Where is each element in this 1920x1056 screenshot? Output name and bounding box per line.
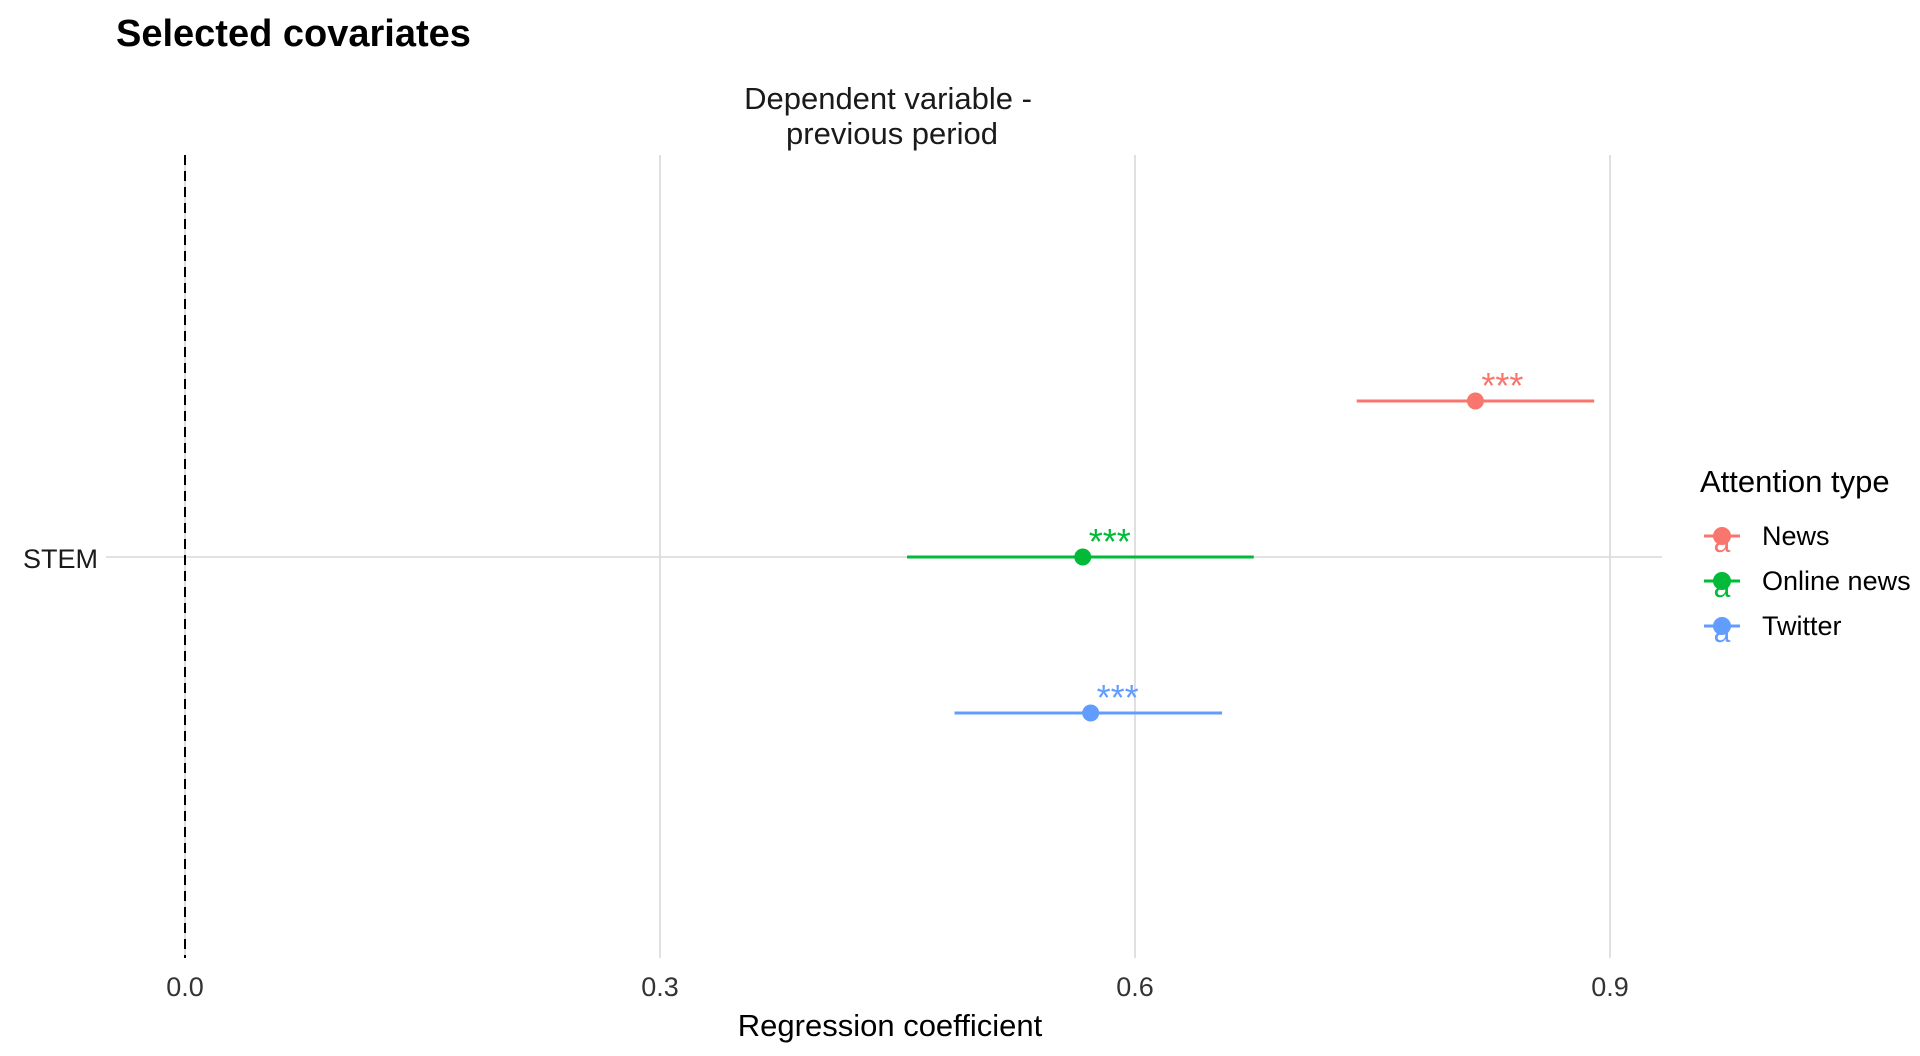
legend-title: Attention type bbox=[1700, 464, 1890, 499]
legend: Attention type a News a Online news a Twitter bbox=[1700, 464, 1911, 649]
series-online-news: *** bbox=[907, 521, 1254, 566]
legend-items: a News a Online news a Twitter bbox=[1704, 521, 1911, 649]
facet-title-line-1: Dependent variable - bbox=[744, 81, 1032, 116]
legend-key-glyph-online-news: a bbox=[1714, 571, 1731, 604]
x-tick-label-0: 0.0 bbox=[166, 972, 204, 1002]
point-estimate-online-news bbox=[1074, 548, 1092, 566]
significance-label-twitter: *** bbox=[1097, 677, 1139, 718]
x-tick-labels: 0.0 0.3 0.6 0.9 bbox=[166, 972, 1629, 1002]
significance-label-news: *** bbox=[1481, 365, 1523, 406]
point-estimate-news bbox=[1466, 392, 1484, 410]
chart-title: Selected covariates bbox=[116, 13, 471, 55]
gridlines bbox=[106, 155, 1662, 958]
legend-label-news: News bbox=[1762, 521, 1830, 551]
legend-key-glyph-news: a bbox=[1714, 526, 1731, 559]
legend-key-glyph-twitter: a bbox=[1714, 616, 1731, 649]
legend-key-point-news bbox=[1713, 527, 1731, 545]
legend-item-twitter: a Twitter bbox=[1704, 611, 1842, 649]
legend-label-twitter: Twitter bbox=[1762, 611, 1842, 641]
legend-key-point-online-news bbox=[1713, 572, 1731, 590]
y-tick-label-stem: STEM bbox=[23, 544, 98, 574]
x-tick-label-3: 0.9 bbox=[1591, 972, 1629, 1002]
legend-label-online-news: Online news bbox=[1762, 566, 1911, 596]
legend-key-point-twitter bbox=[1713, 617, 1731, 635]
series-news: *** bbox=[1356, 365, 1595, 410]
legend-item-news: a News bbox=[1704, 521, 1830, 559]
x-tick-label-2: 0.6 bbox=[1116, 972, 1154, 1002]
x-tick-label-1: 0.3 bbox=[641, 972, 679, 1002]
facet-title-line-2: previous period bbox=[786, 116, 998, 151]
y-tick-labels: STEM bbox=[23, 544, 98, 574]
significance-label-online-news: *** bbox=[1089, 521, 1131, 562]
x-axis-title: Regression coefficient bbox=[738, 1008, 1043, 1043]
point-estimate-twitter bbox=[1082, 704, 1100, 722]
legend-item-online-news: a Online news bbox=[1704, 566, 1911, 604]
series-marks: *** *** *** bbox=[907, 365, 1595, 722]
series-twitter: *** bbox=[954, 677, 1223, 722]
